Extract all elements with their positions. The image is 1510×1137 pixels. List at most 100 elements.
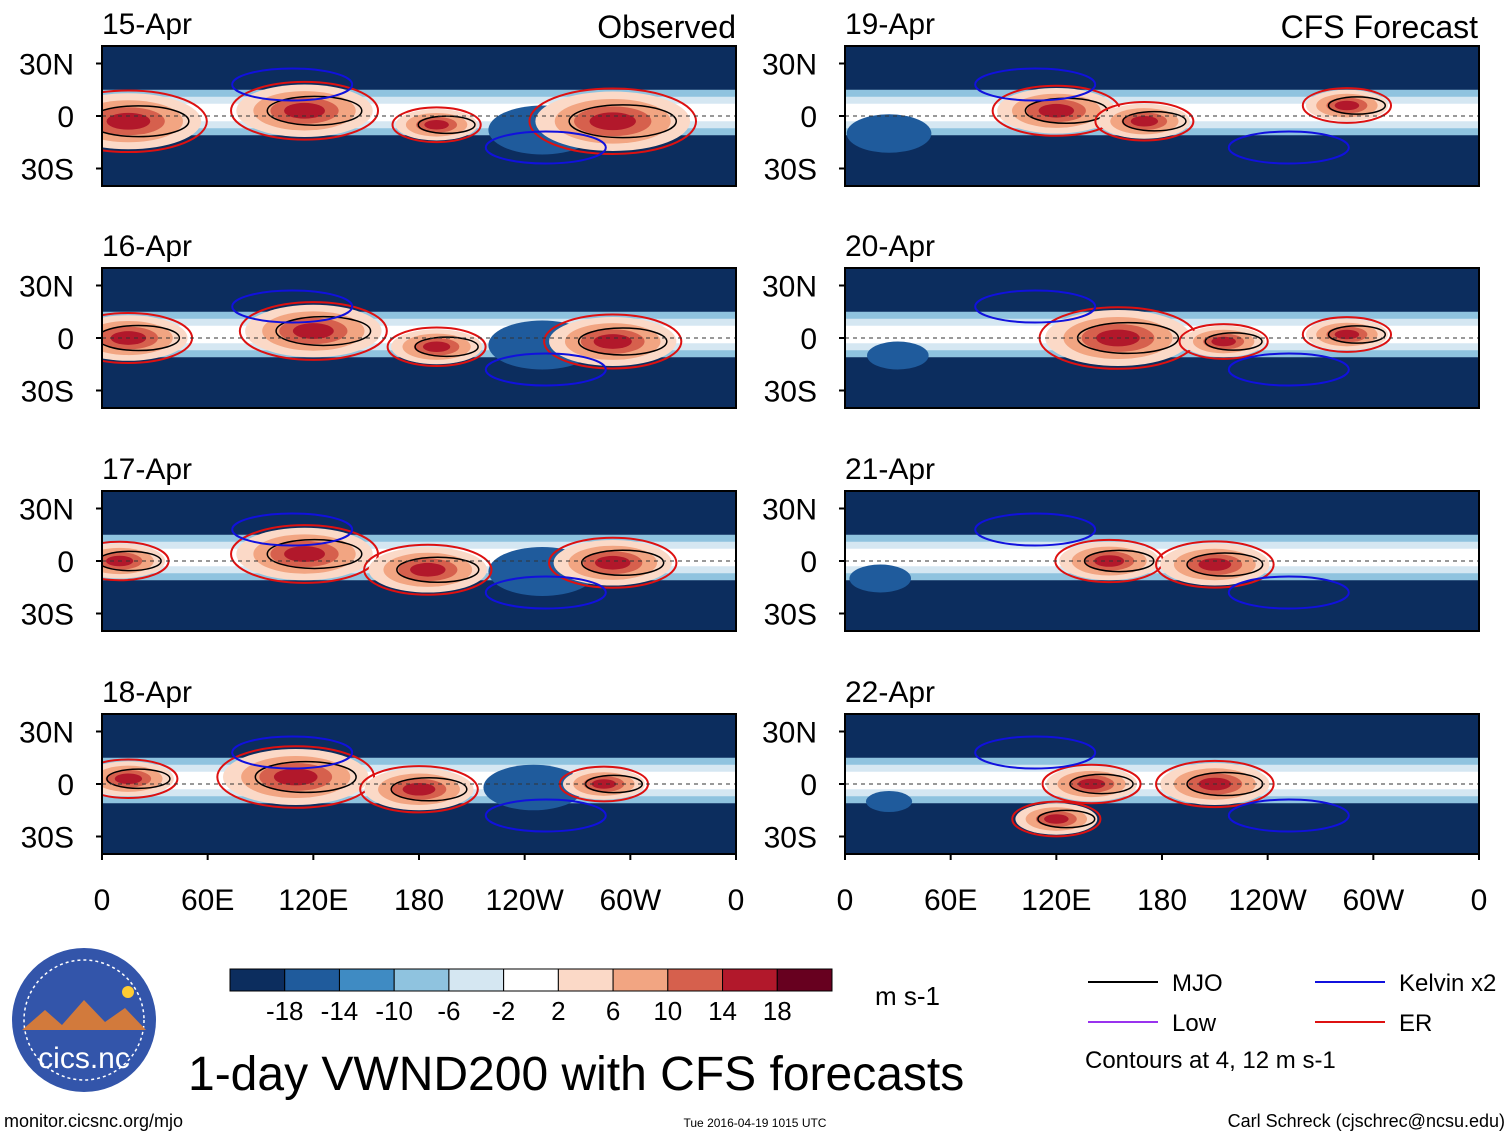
- er-contour: [1155, 540, 1275, 589]
- kelvin-contour: [974, 289, 1097, 324]
- positive-anomaly: [1044, 814, 1069, 824]
- er-contour: [238, 301, 388, 361]
- colorbar: -18 -14 -10 -6 -2 2 6 10 14 18: [229, 968, 833, 1026]
- kelvin-contour: [974, 67, 1097, 102]
- colorbar-swatch: [557, 968, 614, 992]
- units-label: m s-1: [875, 981, 940, 1011]
- x-tick-label: 120E: [278, 884, 348, 917]
- x-tick-label: 60E: [181, 884, 234, 917]
- colorbar-swatch: [284, 968, 340, 992]
- y-tick-label: 0: [800, 101, 817, 134]
- positive-anomaly: [273, 768, 318, 786]
- y-tick-label: 0: [57, 101, 74, 134]
- er-contour: [1301, 316, 1393, 353]
- x-tick-label: 180: [394, 884, 444, 917]
- footer-url[interactable]: monitor.cicsnc.org/mjo: [4, 1111, 183, 1131]
- panel-date: 20-Apr: [845, 230, 935, 263]
- legend-label-ER: ER: [1399, 1010, 1432, 1037]
- x-tick-label: 120W: [485, 884, 564, 917]
- map-panel-20-Apr: 20-Apr 30N 0 30S: [762, 230, 1480, 409]
- er-contour: [386, 326, 487, 367]
- colorbar-swatch: [229, 968, 286, 992]
- y-tick-label: 30S: [21, 376, 74, 409]
- map-panel-18-Apr: 18-Apr 30N 0 30S 0 60E 120E 180 120W 60W 0: [19, 676, 744, 917]
- er-contour: [363, 543, 493, 596]
- mjo-contour: [1186, 552, 1264, 577]
- y-tick-label: 30N: [762, 49, 817, 82]
- positive-anomaly: [1334, 100, 1360, 111]
- y-tick-label: 30S: [764, 822, 817, 855]
- logo-ring: [23, 959, 145, 1081]
- kelvin-contour: [1227, 798, 1350, 833]
- positive-anomaly: [1038, 103, 1075, 118]
- colorbar-label: -2: [492, 996, 515, 1026]
- panel-date: 22-Apr: [845, 676, 935, 709]
- mjo-contour: [102, 105, 190, 138]
- colorbar-label: -6: [437, 996, 460, 1026]
- x-tick-label: 0: [728, 884, 745, 917]
- positive-anomaly: [284, 102, 326, 119]
- y-tick-label: 30S: [21, 599, 74, 632]
- colorbar-label: 10: [653, 996, 682, 1026]
- y-tick-label: 0: [57, 769, 74, 802]
- colorbar-swatch: [776, 968, 833, 992]
- er-contour: [548, 536, 678, 589]
- x-tick-label: 60E: [924, 884, 977, 917]
- map-panel-15-Apr: 15-Apr 30N 0 30S: [19, 8, 737, 187]
- y-tick-label: 30N: [762, 717, 817, 750]
- mjo-contour: [106, 768, 171, 790]
- mjo-contour: [266, 95, 363, 126]
- y-tick-label: 0: [800, 769, 817, 802]
- mjo-contour: [1204, 332, 1263, 351]
- y-tick-label: 30N: [762, 271, 817, 304]
- kelvin-contour: [231, 735, 354, 770]
- mjo-contour: [568, 104, 678, 139]
- map-panel-21-Apr: 21-Apr 30N 0 30S: [762, 453, 1480, 632]
- logo-name: cics.nc: [38, 1042, 130, 1075]
- y-tick-label: 30N: [19, 271, 74, 304]
- positive-anomaly: [422, 341, 451, 352]
- legend-label-MJO: MJO: [1172, 970, 1223, 997]
- colorbar-swatch: [448, 968, 505, 992]
- mjo-contour: [266, 538, 363, 570]
- y-tick-label: 0: [800, 323, 817, 356]
- kelvin-contour: [974, 512, 1097, 547]
- footer-timestamp: Tue 2016-04-19 1015 UTC: [684, 1116, 827, 1130]
- mjo-contour: [1037, 809, 1096, 829]
- positive-anomaly: [1211, 336, 1236, 347]
- mjo-contour: [102, 324, 181, 352]
- map-panel-22-Apr: 22-Apr 30N 0 30S 0 60E 120E 180 120W 60W 0: [762, 676, 1487, 917]
- positive-anomaly: [593, 334, 632, 349]
- colorbar-label: -18: [266, 996, 304, 1026]
- y-tick-label: 30S: [764, 599, 817, 632]
- positive-anomaly: [1077, 778, 1106, 790]
- x-tick-label: 120W: [1228, 884, 1307, 917]
- y-tick-label: 30S: [764, 154, 817, 187]
- y-tick-label: 30N: [19, 49, 74, 82]
- positive-anomaly: [424, 120, 449, 130]
- colorbar-label: 2: [551, 996, 565, 1026]
- kelvin-contour: [484, 130, 607, 165]
- x-tick-label: 0: [837, 884, 854, 917]
- mjo-contour: [390, 776, 468, 802]
- y-tick-label: 0: [57, 546, 74, 579]
- colorbar-label: 18: [763, 996, 792, 1026]
- er-contour: [391, 106, 482, 144]
- mjo-contour: [1327, 96, 1387, 115]
- negative-anomaly: [865, 791, 913, 812]
- legend: MJO Kelvin x2 Low ER: [1088, 970, 1496, 1037]
- x-tick-label: 120E: [1021, 884, 1091, 917]
- negative-anomaly: [849, 564, 912, 593]
- kelvin-contour: [231, 289, 354, 324]
- kelvin-contour: [484, 575, 607, 610]
- kelvin-contour: [1227, 575, 1350, 610]
- negative-anomaly: [867, 341, 929, 370]
- mjo-contour: [581, 549, 665, 577]
- x-tick-label: 60W: [1342, 884, 1404, 917]
- er-contour: [1094, 101, 1195, 142]
- colorbar-swatch: [338, 968, 395, 992]
- panel-date: 18-Apr: [102, 676, 192, 709]
- kelvin-contour: [484, 352, 607, 387]
- panel-date: 17-Apr: [102, 453, 192, 486]
- er-contour: [102, 89, 208, 154]
